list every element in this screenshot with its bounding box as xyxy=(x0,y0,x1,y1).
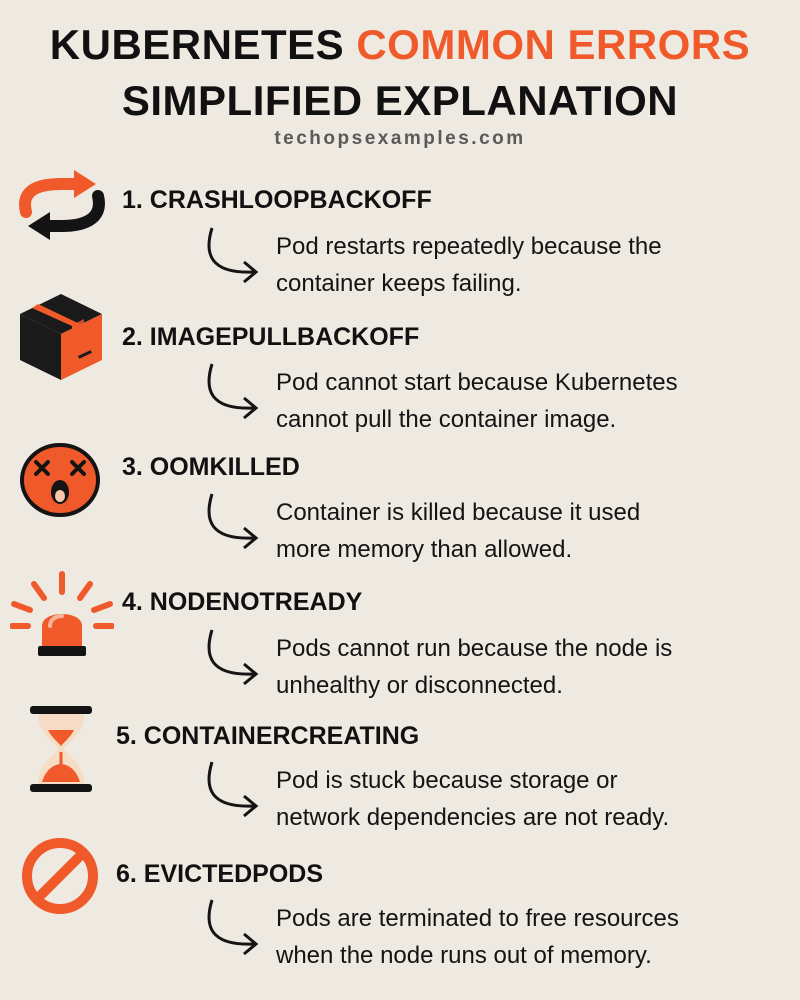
dead-face-icon xyxy=(18,440,102,520)
package-box-icon xyxy=(18,290,104,382)
error-description-2: Pod cannot start because Kubernetes cann… xyxy=(276,369,678,433)
error-description-6: Pods are terminated to free resources wh… xyxy=(276,905,679,969)
error-heading-6: 6. EVICTEDPODS xyxy=(116,860,323,888)
prohibited-icon xyxy=(20,836,100,916)
title-accent: COMMON ERRORS xyxy=(356,21,751,68)
curved-arrow-icon xyxy=(200,360,270,425)
curved-arrow-icon xyxy=(200,626,270,691)
error-description-1: Pod restarts repeatedly because the cont… xyxy=(276,233,662,297)
page-title-line-2: SIMPLIFIED EXPLANATION xyxy=(121,77,679,124)
error-heading-5: 5. CONTAINERCREATING xyxy=(116,722,420,750)
error-heading-1: 1. CRASHLOOPBACKOFF xyxy=(122,186,432,214)
error-description-4: Pods cannot run because the node is unhe… xyxy=(276,635,673,699)
error-heading-3: 3. OOMKILLED xyxy=(122,453,300,481)
curved-arrow-icon xyxy=(200,490,270,555)
alarm-siren-icon xyxy=(10,570,114,660)
site-url: techopsexamples.com xyxy=(274,128,526,149)
error-description-5: Pod is stuck because storage or network … xyxy=(276,767,670,831)
error-heading-4: 4. NODENOTREADY xyxy=(122,588,363,616)
curved-arrow-icon xyxy=(200,224,270,289)
error-heading-2: 2. IMAGEPULLBACKOFF xyxy=(122,323,420,351)
restart-loop-icon xyxy=(16,168,108,240)
error-description-3: Container is killed because it used more… xyxy=(276,499,641,563)
curved-arrow-icon xyxy=(200,896,270,961)
hourglass-icon xyxy=(28,704,94,794)
title-main: KUBERNETES xyxy=(49,21,345,68)
curved-arrow-icon xyxy=(200,758,270,823)
page-title-line-1: KUBERNETES COMMON ERRORS xyxy=(0,24,800,66)
